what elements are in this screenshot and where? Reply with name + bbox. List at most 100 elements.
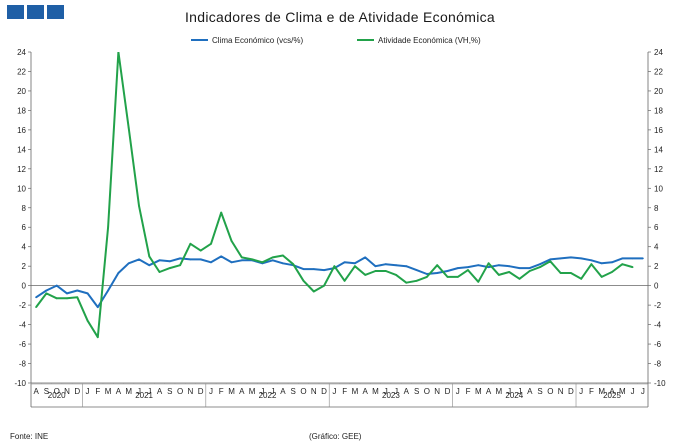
x-year-label: 2023 [382, 391, 400, 400]
x-tick-label: N [64, 387, 70, 396]
data-point [508, 265, 511, 268]
y-tick-label-left: 6 [22, 223, 27, 232]
y-tick-label-left: 22 [17, 67, 26, 76]
x-tick-label: J [384, 387, 388, 396]
x-tick-label: A [404, 387, 410, 396]
data-point [210, 242, 212, 245]
data-point [66, 297, 68, 300]
data-point [374, 265, 377, 268]
x-tick-label: F [466, 387, 471, 396]
x-tick-label: J [271, 387, 275, 396]
y-tick-label-right: 24 [654, 48, 663, 57]
data-point [179, 264, 182, 267]
y-tick-label-left: -10 [14, 379, 26, 388]
data-point [405, 281, 408, 284]
logo-block-2 [27, 5, 44, 19]
data-point [570, 256, 572, 259]
data-point [302, 279, 305, 282]
x-tick-label: J [456, 387, 460, 396]
data-point [76, 296, 79, 299]
y-tick-label-left: 10 [17, 184, 26, 193]
source-note: Fonte: INE [10, 432, 49, 441]
x-tick-label: F [219, 387, 224, 396]
y-tick-label-left: 24 [17, 48, 26, 57]
y-tick-label-right: 4 [654, 243, 659, 252]
x-year-label: 2022 [259, 391, 277, 400]
data-point [292, 263, 295, 266]
data-point [240, 256, 243, 259]
x-tick-label: M [475, 387, 482, 396]
y-tick-label-left: 12 [17, 165, 26, 174]
x-tick-label: J [394, 387, 398, 396]
data-point [487, 262, 490, 265]
x-year-label: 2024 [505, 391, 523, 400]
y-tick-label-left: -6 [19, 340, 27, 349]
y-tick-label-left: 14 [17, 145, 26, 154]
data-point [158, 271, 161, 273]
data-point [436, 264, 439, 267]
data-point [343, 261, 346, 264]
data-point [487, 266, 490, 268]
data-point [611, 261, 613, 264]
data-point [312, 290, 315, 293]
data-point [549, 258, 552, 261]
x-tick-label: N [311, 387, 317, 396]
y-tick-label-left: 16 [17, 126, 26, 135]
data-point [323, 284, 325, 287]
x-tick-label: S [291, 387, 296, 396]
legend-label-1: Clima Económico (vcs/%) [212, 36, 303, 45]
data-point [199, 249, 202, 252]
data-point [446, 276, 449, 278]
data-point [168, 260, 171, 263]
data-point [498, 274, 500, 276]
plot-lines [35, 52, 644, 339]
x-tick-label: S [44, 387, 49, 396]
data-point [467, 269, 469, 271]
data-point [508, 271, 511, 273]
data-point [374, 270, 377, 272]
y-tick-label-right: 6 [654, 223, 659, 232]
x-tick-label: J [260, 387, 264, 396]
data-point [271, 256, 274, 259]
data-point [271, 259, 274, 262]
data-point [539, 263, 541, 266]
data-point [528, 267, 531, 269]
data-point [45, 289, 48, 292]
data-point [45, 292, 48, 295]
data-point [189, 258, 192, 261]
data-point [179, 257, 182, 260]
data-point [66, 292, 68, 295]
x-tick-label: J [147, 387, 151, 396]
data-point [107, 226, 109, 229]
data-point [86, 319, 89, 322]
data-point [364, 274, 367, 276]
x-tick-label: S [537, 387, 542, 396]
data-point [621, 257, 624, 260]
x-tick-label: O [177, 387, 183, 396]
data-point [148, 264, 151, 267]
x-tick-label: M [125, 387, 132, 396]
data-point [621, 263, 624, 266]
data-point [436, 272, 439, 274]
x-tick-label: N [558, 387, 564, 396]
x-tick-label: J [332, 387, 336, 396]
data-point [498, 264, 500, 267]
x-tick-label: O [424, 387, 430, 396]
data-point [570, 272, 572, 274]
data-point [148, 255, 151, 258]
y-tick-label-right: 10 [654, 184, 663, 193]
x-tick-label: D [74, 387, 80, 396]
y-tick-label-right: -6 [654, 340, 662, 349]
y-tick-label-right: 20 [654, 87, 663, 96]
data-point [590, 259, 593, 262]
logo-block-3 [47, 5, 64, 19]
x-tick-label: N [434, 387, 440, 396]
data-point [405, 265, 408, 268]
data-point [528, 270, 531, 272]
x-tick-label: F [342, 387, 347, 396]
x-tick-label: A [363, 387, 369, 396]
data-point [127, 127, 130, 129]
x-year-label: 2025 [603, 391, 621, 400]
y-tick-label-right: 12 [654, 165, 663, 174]
data-point [86, 292, 89, 295]
